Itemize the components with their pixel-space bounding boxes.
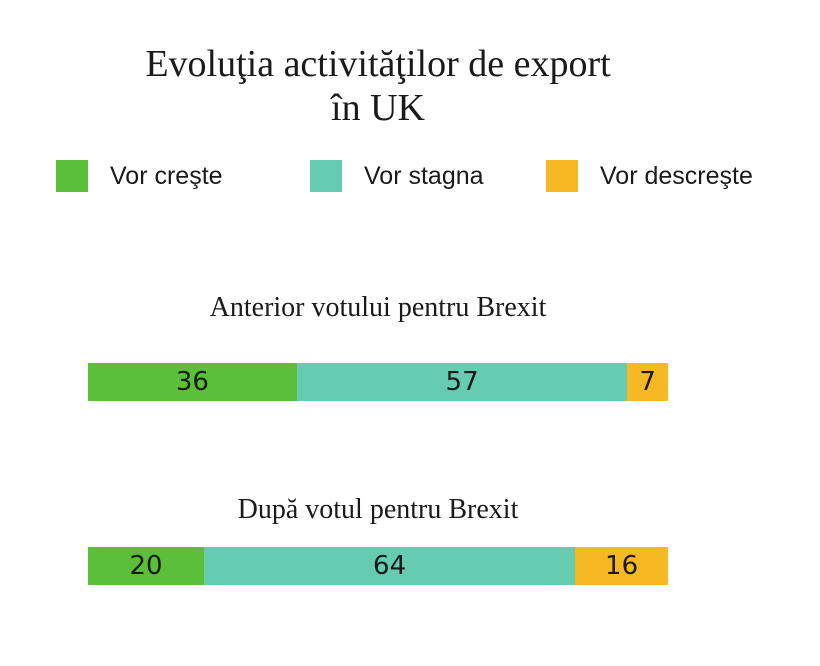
data-label-vor-stagna: 64: [373, 551, 407, 581]
legend-swatch-vor-descreste: [546, 160, 578, 192]
data-label-vor-descreste: 7: [639, 367, 656, 397]
chart-title: Evoluţia activităţilor de export în UK: [78, 42, 678, 130]
legend-item-vor-descreste: Vor descreşte: [546, 158, 753, 194]
data-label-vor-creste: 20: [129, 551, 163, 581]
bar-segment-vor-creste: 20: [88, 547, 204, 585]
bar-segment-vor-stagna: 64: [204, 547, 576, 585]
category-label-dupa: După votul pentru Brexit: [237, 494, 519, 525]
bar-segment-vor-descreste: 16: [575, 547, 668, 585]
legend-label-vor-stagna: Vor stagna: [364, 161, 484, 190]
stacked-bar-dupa: 20 64 16: [88, 547, 668, 585]
stacked-bar-anterior: 36 57 7: [88, 363, 668, 401]
legend-swatch-vor-stagna: [310, 160, 342, 192]
data-label-vor-stagna: 57: [445, 367, 479, 397]
data-label-vor-descreste: 16: [605, 551, 639, 581]
bar-segment-vor-creste: 36: [88, 363, 297, 401]
category-label-anterior: Anterior votului pentru Brexit: [209, 292, 547, 323]
chart-title-line-1: Evoluţia activităţilor de export: [145, 43, 611, 85]
bar-segment-vor-descreste: 7: [627, 363, 668, 401]
data-label-vor-creste: 36: [175, 367, 209, 397]
legend-item-vor-stagna: Vor stagna: [310, 158, 484, 194]
legend-item-vor-creste: Vor creşte: [56, 158, 223, 194]
legend-swatch-vor-creste: [56, 160, 88, 192]
bar-segment-vor-stagna: 57: [296, 363, 628, 401]
legend-label-vor-descreste: Vor descreşte: [600, 161, 753, 190]
legend-label-vor-creste: Vor creşte: [110, 161, 223, 190]
chart-title-line-2: în UK: [331, 87, 425, 129]
